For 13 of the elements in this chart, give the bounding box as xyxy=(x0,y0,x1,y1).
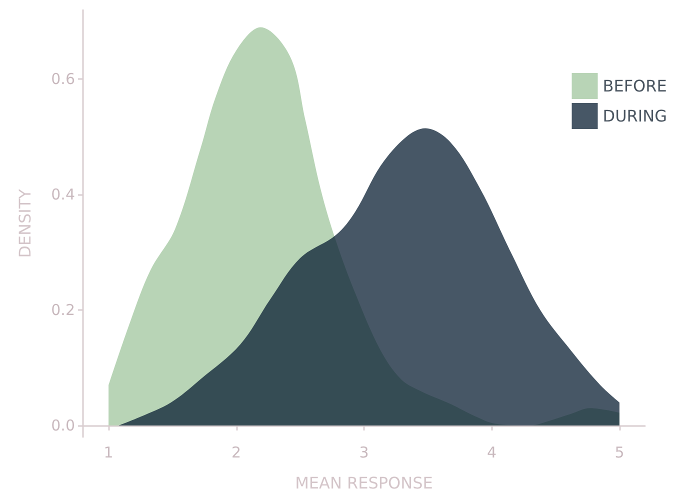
y-axis-title: DENSITY xyxy=(16,188,34,258)
x-tick-label: 2 xyxy=(232,444,242,462)
y-tick-label: 0.4 xyxy=(51,186,75,204)
x-tick-label: 1 xyxy=(104,444,114,462)
x-tick-label: 4 xyxy=(486,444,496,462)
y-tick-label: 0.0 xyxy=(51,416,75,434)
x-tick-label: 3 xyxy=(359,444,369,462)
y-tick-label: 0.2 xyxy=(51,301,75,320)
x-axis-title: MEAN RESPONSE xyxy=(295,474,433,492)
x-tick-label: 5 xyxy=(614,444,624,462)
y-tick-label: 0.6 xyxy=(51,70,75,88)
legend-label: BEFORE xyxy=(602,76,667,96)
legend-label: DURING xyxy=(602,106,667,126)
